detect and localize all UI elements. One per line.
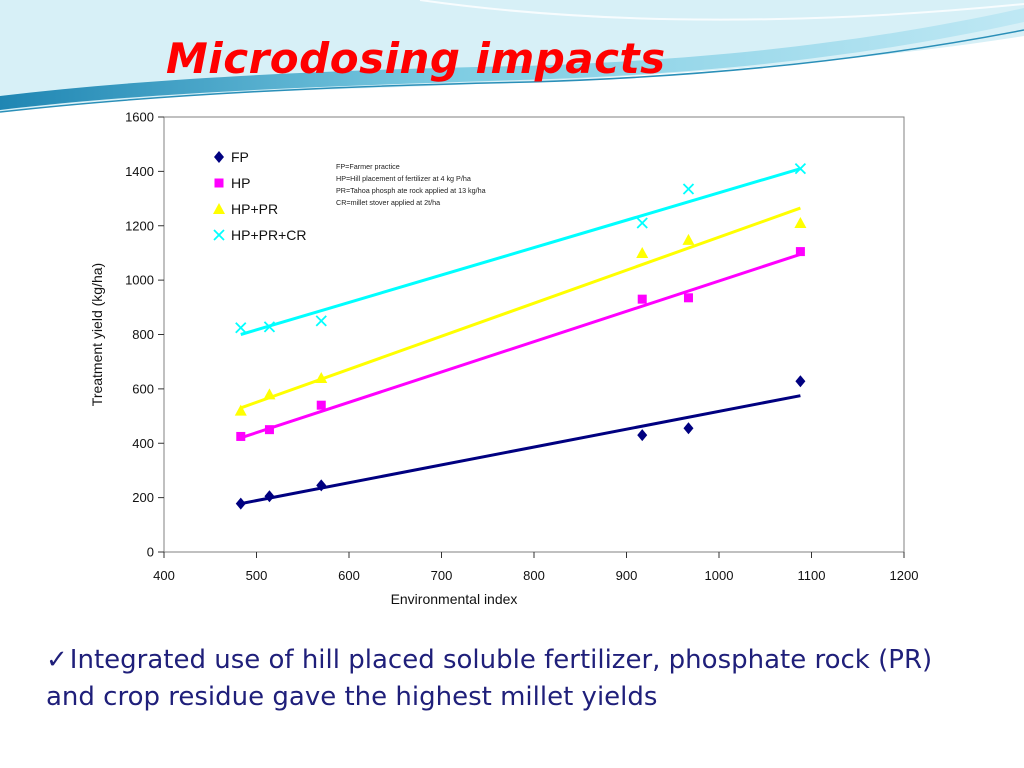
legend-note: CR=millet stover applied at 2t/ha	[336, 198, 440, 207]
point-hp	[316, 400, 326, 410]
y-tick-label: 1400	[125, 164, 154, 179]
point-hp-pr-cr-stroke	[636, 217, 648, 229]
x-tick-label: 1100	[798, 568, 826, 583]
point-hp	[236, 431, 246, 441]
legend-label-hp: HP	[231, 175, 250, 191]
point-hp-pr-cr-stroke	[263, 321, 276, 333]
point-hp	[637, 294, 647, 304]
y-tick-label: 0	[147, 545, 154, 560]
y-tick-label: 1600	[125, 110, 154, 125]
point-hp-pr-cr	[263, 321, 276, 333]
point-hp-pr-cr	[636, 217, 648, 229]
point-hp	[683, 293, 693, 303]
x-tick-label: 600	[338, 568, 360, 583]
point-hp-pr-cr	[794, 163, 807, 175]
point-fp	[683, 422, 694, 435]
point-hp-pr-cr	[315, 315, 327, 327]
point-hp-pr-cr	[682, 183, 695, 195]
y-tick-label: 1000	[125, 273, 154, 288]
checkmark-icon: ✓	[46, 645, 68, 675]
y-tick-label: 1200	[125, 218, 154, 233]
point-hp-pr-cr-stroke	[794, 163, 807, 175]
trendline-hp-pr-cr	[240, 167, 801, 336]
plot-area	[163, 116, 905, 553]
legend-marker-hp	[214, 178, 224, 188]
legend-label-fp: FP	[231, 149, 249, 165]
y-axis-label: Treatment yield (kg/ha)	[89, 263, 105, 406]
y-tick-label: 200	[132, 490, 154, 505]
header-swoosh-line	[0, 29, 1024, 113]
point-hp-pr	[234, 404, 247, 416]
point-hp-pr	[263, 388, 276, 400]
legend-note: PR=Tahoa phosph ate rock applied at 13 k…	[336, 186, 486, 195]
trendline-fp	[240, 394, 801, 506]
bullet-point: ✓Integrated use of hill placed soluble f…	[46, 642, 946, 716]
bullet-text: Integrated use of hill placed soluble fe…	[46, 645, 933, 712]
point-hp-pr-cr-stroke	[315, 315, 327, 327]
point-hp-pr	[794, 217, 807, 229]
x-tick-label: 1200	[890, 568, 919, 583]
header-swoosh-line	[419, 0, 1024, 21]
point-fp	[264, 490, 275, 503]
point-fp	[637, 429, 648, 442]
trendline-hp	[240, 252, 801, 440]
point-hp-pr	[315, 372, 328, 383]
y-tick-label: 600	[132, 381, 154, 396]
x-tick-label: 1000	[705, 568, 734, 583]
point-hp	[795, 247, 805, 257]
point-hp-pr	[636, 246, 649, 258]
legend-note: HP=Hill placement of fertilizer at 4 kg …	[336, 174, 471, 183]
legend-label-hp-pr-cr: HP+PR+CR	[231, 227, 306, 243]
legend-note: FP=Farmer practice	[336, 162, 400, 171]
point-fp	[316, 479, 327, 492]
scatter-chart: 0 200 400 600 800 1000 1200 1400 1600 400 500 600 70…	[89, 110, 919, 608]
slide-title: Microdosing impacts	[166, 34, 666, 83]
legend-label-hp-pr: HP+PR	[231, 201, 278, 217]
y-tick-label: 800	[132, 327, 154, 342]
y-tick-label: 400	[132, 436, 154, 451]
x-tick-label: 800	[523, 568, 545, 583]
legend-marker-fp	[214, 151, 224, 163]
x-tick-label: 700	[431, 568, 453, 583]
x-axis-label: Environmental index	[391, 591, 518, 607]
point-hp-pr-cr-stroke	[235, 322, 247, 334]
legend-marker-hp-pr-cr	[213, 229, 225, 241]
x-tick-label: 900	[616, 568, 638, 583]
point-hp-pr-cr	[235, 322, 247, 334]
legend-marker-hp-pr	[213, 203, 225, 214]
point-fp	[795, 375, 806, 388]
x-tick-label: 400	[153, 568, 175, 583]
trendline-hp-pr	[240, 206, 801, 410]
header-swoosh-band	[0, 8, 1024, 110]
chart-panel: 0 200 400 600 800 1000 1200 1400 1600 400 500 600 70…	[84, 98, 930, 620]
x-tick-label: 500	[246, 568, 268, 583]
point-fp	[235, 497, 246, 510]
point-hp-pr	[682, 233, 695, 245]
point-hp	[264, 425, 274, 435]
point-hp-pr-cr-stroke	[682, 183, 695, 195]
legend-marker-hp-pr-cr-stroke	[213, 229, 225, 241]
